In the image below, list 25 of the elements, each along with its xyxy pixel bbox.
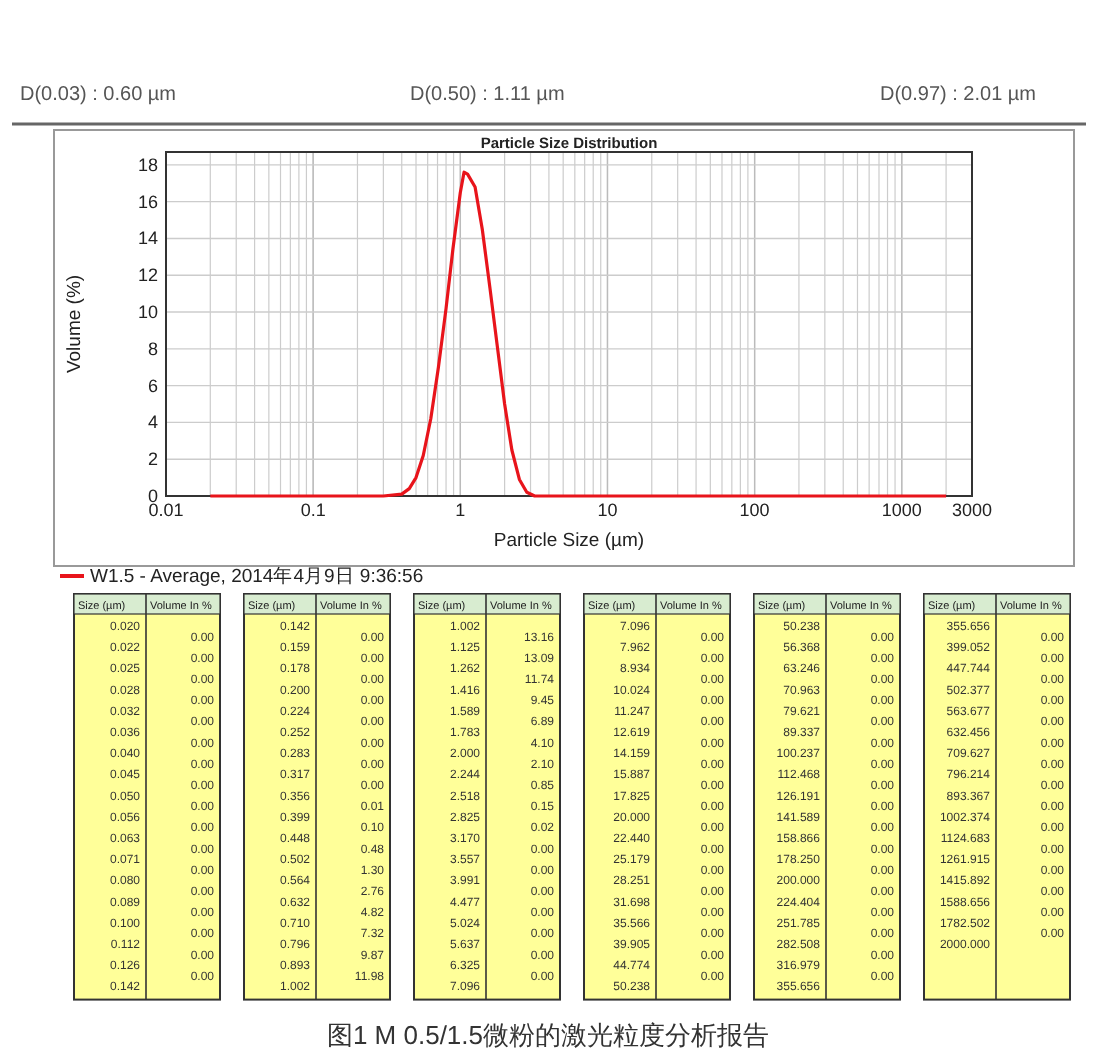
y-tick-label: 10 xyxy=(137,302,158,323)
x-tick-label: 0.01 xyxy=(148,500,184,520)
x-tick-label: 0.1 xyxy=(300,500,326,520)
x-tick-label: 1 xyxy=(455,500,466,520)
y-tick-label: 8 xyxy=(147,338,158,359)
x-tick-label: 1000 xyxy=(881,500,922,520)
x-axis-title: Particle Size (µm) xyxy=(493,530,645,552)
y-tick-label: 4 xyxy=(147,412,158,433)
x-tick-label: 10 xyxy=(597,500,618,520)
text: D(0.50) : 1.11 µm xyxy=(410,84,565,106)
x-tick-label: 100 xyxy=(739,500,770,520)
text: D(0.97) : 2.01 µm xyxy=(880,84,1037,106)
y-axis-title: Volume (%) xyxy=(64,274,86,374)
legend: W1.5 - Average, 2014年4月9日 9:36:56 xyxy=(60,566,424,588)
text: D(0.03) : 0.60 µm xyxy=(20,84,177,106)
y-tick-label: 2 xyxy=(147,449,158,470)
y-tick-label: 14 xyxy=(137,228,158,249)
y-tick-label: 12 xyxy=(137,265,158,286)
caption: 图1 M 0.5/1.5微粉的激光粒度分析报告 xyxy=(326,1020,770,1050)
y-tick-label: 6 xyxy=(147,375,158,396)
x-tick-label: 3000 xyxy=(951,500,993,520)
y-tick-label: 16 xyxy=(137,191,158,212)
y-tick-label: 18 xyxy=(137,154,158,175)
y-tick-label: 0 xyxy=(147,486,158,506)
legend-label: W1.5 - Average, 2014年4月9日 9:36:56 xyxy=(90,564,424,588)
